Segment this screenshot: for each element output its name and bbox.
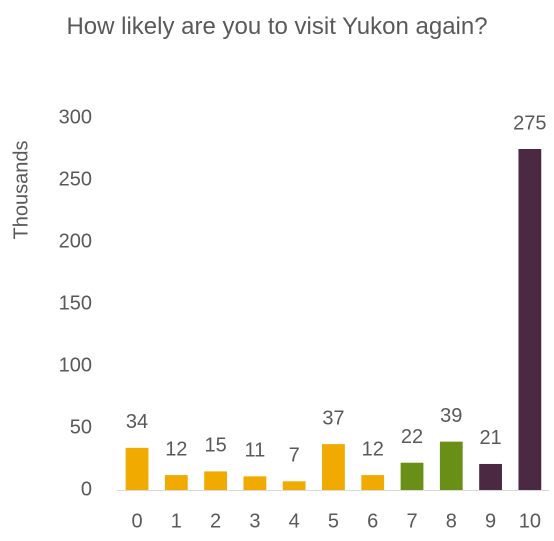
y-tick-label: 50 [70, 416, 92, 438]
y-tick-label: 150 [59, 292, 92, 314]
data-label: 275 [513, 112, 546, 134]
data-label: 34 [126, 411, 148, 433]
x-tick-label: 4 [289, 510, 300, 532]
data-label: 15 [204, 435, 226, 457]
bar [400, 462, 424, 490]
y-tick-label: 250 [59, 168, 92, 190]
x-tick-label: 9 [485, 510, 496, 532]
data-label: 12 [165, 438, 187, 460]
data-label: 37 [322, 407, 344, 429]
y-axis-title: Thousands [10, 141, 32, 240]
x-tick-label: 3 [249, 510, 260, 532]
data-label: 39 [440, 405, 462, 427]
x-tick-label: 0 [131, 510, 142, 532]
bar [479, 463, 502, 490]
bar [282, 481, 306, 490]
bar [204, 471, 227, 490]
data-label: 21 [479, 427, 501, 449]
bar [164, 475, 188, 490]
bar [439, 441, 463, 490]
x-tick-label: 8 [446, 510, 457, 532]
bar [322, 444, 345, 490]
y-tick-label: 300 [59, 106, 92, 128]
x-tick-label: 2 [210, 510, 221, 532]
bar [361, 475, 385, 490]
x-tick-label: 7 [406, 510, 417, 532]
x-tick-label: 10 [519, 510, 541, 532]
y-tick-label: 0 [81, 478, 92, 500]
chart-title: How likely are you to visit Yukon again? [66, 13, 488, 40]
data-label: 22 [401, 426, 423, 448]
data-label: 11 [245, 440, 266, 462]
x-tick-label: 6 [367, 510, 378, 532]
bar [243, 476, 267, 490]
y-tick-label: 100 [59, 354, 92, 376]
data-label: 12 [362, 438, 384, 460]
bar [518, 149, 542, 490]
y-tick-label: 200 [59, 230, 92, 252]
bar [125, 447, 149, 490]
x-tick-label: 1 [171, 510, 182, 532]
data-label: 7 [289, 445, 300, 467]
x-tick-label: 5 [328, 510, 339, 532]
